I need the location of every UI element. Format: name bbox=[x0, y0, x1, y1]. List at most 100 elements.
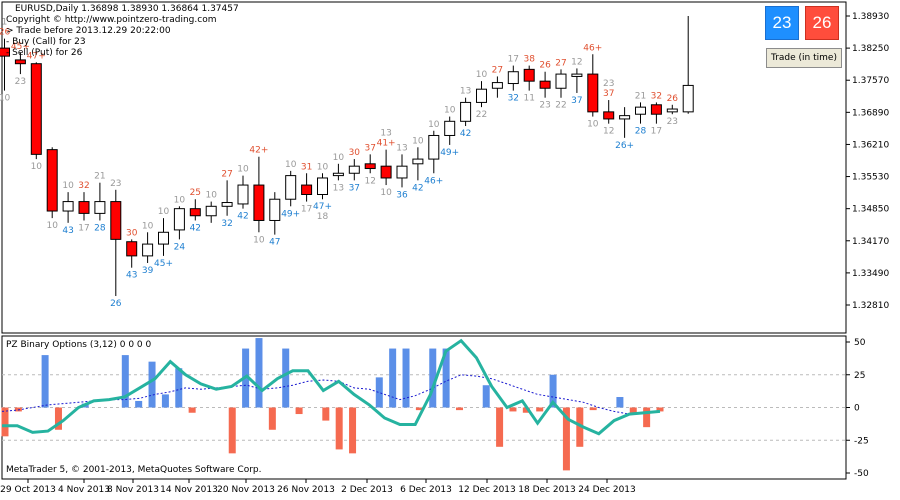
price-tick-label: 1.36890 bbox=[852, 108, 889, 118]
candle-bottom-label: 42 bbox=[460, 129, 471, 139]
candle-body bbox=[635, 106, 646, 115]
candle-body bbox=[285, 175, 297, 200]
time-tick-label: 18 Dec 2013 bbox=[518, 485, 576, 495]
histogram-bar bbox=[268, 407, 276, 430]
candle-body bbox=[301, 184, 313, 196]
candle-body bbox=[0, 47, 10, 57]
candle-bottom-label: 10 bbox=[380, 188, 392, 198]
candle-bottom-label: 12 bbox=[364, 176, 375, 186]
histogram-bar bbox=[121, 355, 129, 408]
candle-top-label: 30 bbox=[126, 228, 138, 238]
candle-top-label: 10 bbox=[444, 106, 456, 116]
candle-bottom-label: 43 bbox=[62, 226, 73, 236]
candle-bottom-label: 42 bbox=[190, 223, 201, 233]
candle-top-label: 32 bbox=[651, 91, 662, 101]
candle-bottom-label: 12 bbox=[603, 127, 614, 137]
candle-body bbox=[682, 84, 694, 113]
histogram-bar bbox=[656, 407, 664, 412]
candle-top-label: 27 bbox=[555, 58, 566, 68]
candle-bottom-label: 28 bbox=[635, 127, 647, 137]
candle-top-label: 10 bbox=[428, 120, 440, 130]
candle-bottom-label: 17 bbox=[301, 205, 312, 215]
candle-top-label: 27 bbox=[221, 169, 232, 179]
histogram-bar bbox=[282, 348, 290, 408]
candle-body bbox=[507, 71, 519, 85]
candle-body bbox=[30, 63, 42, 155]
candle-top-label: 32 bbox=[78, 181, 89, 191]
candle-body bbox=[587, 73, 599, 113]
histogram-bar bbox=[54, 407, 62, 430]
candle-body bbox=[555, 73, 567, 89]
time-tick-label: 20 Nov 2013 bbox=[217, 485, 275, 495]
put-button[interactable]: 26 bbox=[805, 6, 839, 40]
histogram-bar bbox=[589, 407, 597, 411]
candle-bottom-label: 23 bbox=[667, 117, 678, 127]
candle-body bbox=[650, 104, 662, 115]
price-tick-label: 1.34170 bbox=[852, 237, 889, 247]
candle-body bbox=[396, 165, 408, 179]
trade-in-time-button[interactable]: Trade (in time) bbox=[766, 48, 842, 68]
candle-bottom-label: 32 bbox=[508, 94, 519, 104]
candle-top-label: 10 bbox=[237, 165, 249, 175]
price-tick-label: 1.32810 bbox=[852, 301, 889, 311]
candle-bottom-label: 10 bbox=[253, 235, 265, 245]
candle-bottom-label: 28 bbox=[94, 223, 106, 233]
price-pane: 1.38930 1.38250 1.37570 1.36890 1.36210 1.355… bbox=[0, 1, 889, 334]
candle-bottom-label: 42 bbox=[412, 183, 423, 193]
price-pane-frame bbox=[1, 1, 847, 334]
histogram-bar bbox=[161, 394, 169, 408]
histogram-bar bbox=[295, 407, 303, 415]
indicator-tick-label: -25 bbox=[854, 436, 869, 446]
candle-bottom-label: 10 bbox=[587, 120, 599, 130]
candle-bottom-label: 43 bbox=[126, 271, 137, 281]
histogram-bar bbox=[1, 407, 9, 437]
candle-body bbox=[142, 243, 154, 257]
price-tick-label: 1.34850 bbox=[852, 205, 889, 215]
candle-body bbox=[46, 149, 58, 212]
candle-body bbox=[317, 177, 328, 196]
histogram-bar bbox=[41, 355, 49, 408]
candle-bottom-label: 11 bbox=[523, 94, 534, 104]
histogram-bar bbox=[549, 374, 557, 408]
histogram-bar bbox=[375, 377, 383, 408]
histogram-bar bbox=[415, 407, 423, 411]
indicator-pane: 50 25 0 -25 -50 bbox=[1, 335, 869, 480]
copyright-site: Copyright © http://www.pointzero-trading… bbox=[6, 15, 217, 25]
oscillator-line bbox=[2, 338, 661, 436]
time-tick-label: 29 Oct 2013 bbox=[0, 485, 56, 495]
sell-put-text: - Sell (Put) for 26 bbox=[6, 48, 83, 58]
candle-body bbox=[237, 184, 249, 205]
candle-top-label: 10 bbox=[476, 70, 488, 80]
histogram-bar bbox=[536, 407, 544, 412]
candle-body bbox=[476, 88, 487, 103]
indicator-tick-label: 25 bbox=[854, 371, 865, 381]
candle-extra-label: 1 bbox=[2, 18, 8, 28]
candle-bottom-label: 17 bbox=[651, 127, 662, 137]
histogram-bar bbox=[616, 397, 624, 408]
call-button[interactable]: 23 bbox=[765, 6, 799, 40]
candle-bottom-label: 26 bbox=[110, 299, 122, 309]
candle-bottom-label: 49+ bbox=[281, 209, 300, 219]
histogram-bar bbox=[335, 407, 343, 450]
candle-extra-label: 13 bbox=[380, 129, 391, 139]
histogram-bar bbox=[135, 400, 143, 408]
price-tick-label: 1.35530 bbox=[852, 173, 889, 183]
time-tick-label: 14 Nov 2013 bbox=[160, 485, 218, 495]
histogram-bar bbox=[562, 407, 570, 471]
candle-body bbox=[158, 231, 169, 245]
candle-body bbox=[62, 201, 74, 212]
candle-bottom-label: 24 bbox=[174, 242, 186, 252]
metatrader-copyright: MetaTrader 5, © 2001-2013, MetaQuotes So… bbox=[6, 465, 262, 475]
candle-extra-label: 18 bbox=[317, 212, 329, 222]
candle-top-label: 31 bbox=[301, 162, 312, 172]
candle-body bbox=[189, 208, 201, 217]
candle-top-label: 10 bbox=[205, 191, 217, 201]
candle-body bbox=[444, 120, 456, 136]
candle-bottom-label: 49+ bbox=[440, 148, 459, 158]
candle-bottom-label: 17 bbox=[78, 223, 89, 233]
candle-body bbox=[619, 115, 631, 120]
candle-body bbox=[666, 108, 678, 113]
histogram-bar bbox=[442, 348, 450, 408]
